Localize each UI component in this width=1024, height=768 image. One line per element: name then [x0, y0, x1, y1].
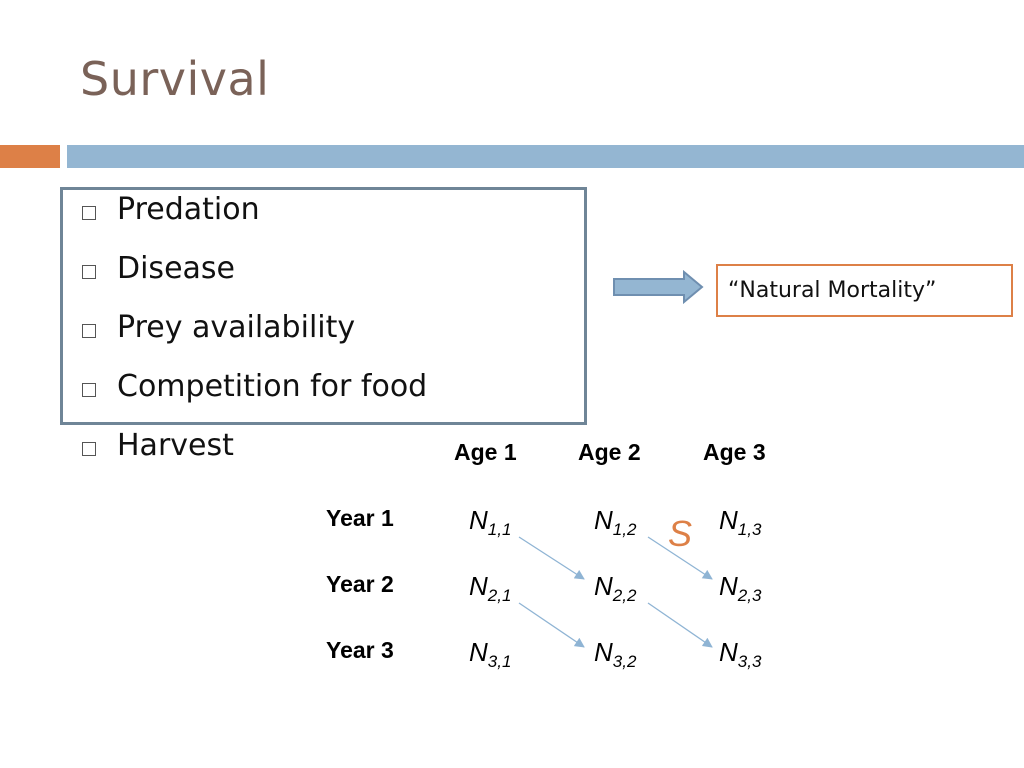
natural-mortality-group-box — [60, 187, 587, 425]
cohort-cell: N1,1 — [469, 505, 512, 539]
survival-rate-label: S — [668, 513, 693, 554]
bullet-list: Predation Disease Prey availability Comp… — [82, 192, 427, 487]
cohort-cell: N3,3 — [719, 637, 762, 671]
transition-arrow — [518, 536, 585, 580]
bullet-text: Predation — [117, 192, 260, 227]
cohort-cell: N1,3 — [719, 505, 762, 539]
title-divider-bar — [67, 145, 1024, 168]
bullet-text: Harvest — [117, 428, 234, 463]
natural-mortality-callout: “Natural Mortality” — [716, 264, 1013, 317]
cohort-cell: N1,2 — [594, 505, 637, 539]
square-bullet-icon — [82, 324, 96, 338]
bullet-item: Harvest — [82, 428, 427, 487]
square-bullet-icon — [82, 265, 96, 279]
cohort-cell: N2,2 — [594, 571, 637, 605]
square-bullet-icon — [82, 383, 96, 397]
transition-arrow — [518, 602, 585, 648]
right-arrow-icon — [613, 270, 704, 304]
transition-arrow — [647, 602, 713, 648]
column-header-age-1: Age 1 — [454, 439, 517, 465]
slide-title: Survival — [80, 52, 270, 106]
column-header-age-2: Age 2 — [578, 439, 641, 465]
column-header-age-3: Age 3 — [703, 439, 766, 465]
cohort-cell: N2,1 — [469, 571, 512, 605]
bullet-item: Competition for food — [82, 369, 427, 428]
cohort-cell: N2,3 — [719, 571, 762, 605]
row-header-year-1: Year 1 — [326, 505, 394, 531]
bullet-text: Prey availability — [117, 310, 356, 345]
cohort-cell: N3,1 — [469, 637, 512, 671]
row-header-year-3: Year 3 — [326, 637, 394, 663]
bullet-text: Competition for food — [117, 369, 428, 404]
bullet-item: Predation — [82, 192, 427, 251]
transition-arrow — [647, 536, 713, 580]
bullet-text: Disease — [117, 251, 235, 286]
bullet-item: Prey availability — [82, 310, 427, 369]
row-header-year-2: Year 2 — [326, 571, 394, 597]
title-accent-bar — [0, 145, 60, 168]
square-bullet-icon — [82, 442, 96, 456]
bullet-item: Disease — [82, 251, 427, 310]
square-bullet-icon — [82, 206, 96, 220]
cohort-cell: N3,2 — [594, 637, 637, 671]
